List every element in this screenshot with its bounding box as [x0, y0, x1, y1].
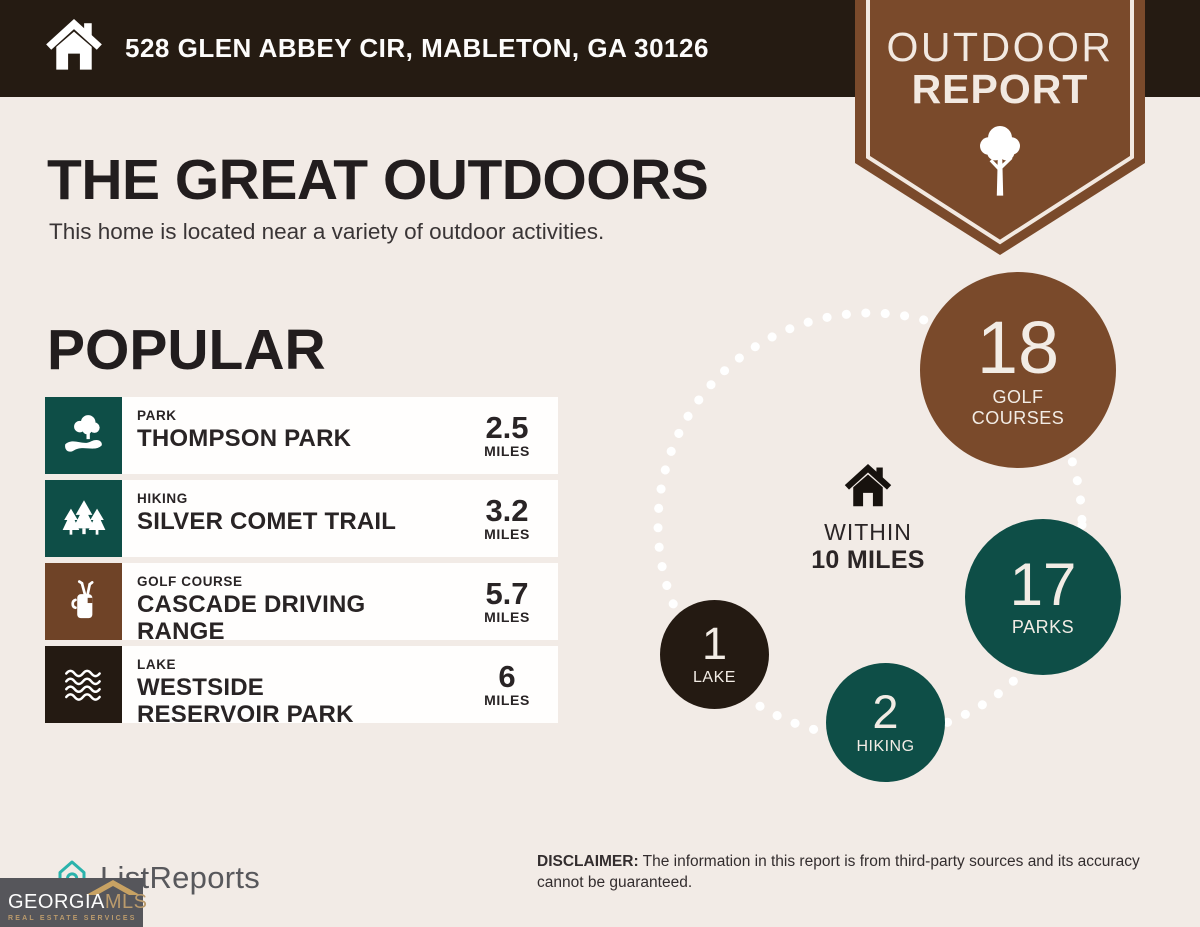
bubble-count: 2 [872, 684, 899, 738]
bubble-count: 1 [701, 617, 728, 669]
item-name: SILVER COMET TRAIL [137, 508, 397, 535]
item-category: PARK [137, 408, 177, 423]
roof-icon [86, 880, 140, 900]
item-distance: 3.2 [485, 492, 529, 528]
page-title: THE GREAT OUTDOORS [47, 148, 709, 212]
item-unit: MILES [484, 525, 530, 542]
within-label: WITHIN [824, 519, 912, 545]
mls-subtitle: REAL ESTATE SERVICES [8, 915, 137, 922]
georgia-wordmark: GEORGIA [8, 891, 105, 913]
item-name: THOMPSON PARK [137, 425, 352, 452]
item-name: WESTSIDE RESERVOIR PARK [137, 674, 354, 723]
property-address: 528 GLEN ABBEY CIR, MABLETON, GA 30126 [125, 33, 709, 63]
waves-icon [45, 646, 122, 723]
disclaimer: DISCLAIMER: The information in this repo… [537, 851, 1187, 893]
radius-label: 10 MILES [811, 546, 925, 574]
park-icon [45, 397, 122, 474]
disclaimer-label: DISCLAIMER: [537, 853, 639, 870]
list-item-lake: LAKE WESTSIDE RESERVOIR PARK 6 MILES [45, 646, 558, 723]
item-unit: MILES [484, 691, 530, 708]
item-distance: 5.7 [485, 575, 529, 611]
page-subtitle: This home is located near a variety of o… [49, 219, 605, 244]
mls-wordmark: MLS [104, 891, 148, 913]
popular-list: PARK THOMPSON PARK 2.5 MILES HIKING [45, 397, 558, 729]
georgia-mls-logo: GEORGIAMLS REAL ESTATE SERVICES [0, 878, 147, 927]
bubble-label: LAKE [693, 668, 736, 686]
pine-trees-icon [45, 480, 122, 557]
tree-icon [855, 121, 1145, 208]
chart-center-home: WITHIN 10 MILES [806, 464, 930, 575]
list-item-park: PARK THOMPSON PARK 2.5 MILES [45, 397, 558, 474]
popular-heading: POPULAR [47, 318, 326, 382]
item-unit: MILES [484, 608, 530, 625]
bubble-golf-courses: 18 GOLF COURSES [920, 272, 1116, 468]
item-category: HIKING [137, 491, 188, 506]
outdoor-report-badge: OUTDOOR REPORT [855, 0, 1145, 255]
bubble-label: HIKING [856, 737, 915, 755]
bubble-label: PARKS [1011, 617, 1075, 637]
golf-bag-icon [45, 563, 122, 640]
bubble-hiking: 2 HIKING [826, 663, 945, 782]
item-unit: MILES [484, 442, 530, 459]
item-distance: 6 [498, 658, 516, 694]
item-name: CASCADE DRIVING RANGE [137, 591, 366, 640]
item-category: GOLF COURSE [137, 574, 243, 589]
bubble-count: 18 [976, 305, 1060, 389]
list-item-golf: GOLF COURSE CASCADE DRIVING RANGE 5.7 MI… [45, 563, 558, 640]
badge-line1: OUTDOOR [886, 24, 1114, 70]
disclaimer-text: The information in this report is from t… [537, 853, 1140, 891]
item-distance: 2.5 [485, 409, 529, 445]
list-item-hiking: HIKING SILVER COMET TRAIL 3.2 MILES [45, 480, 558, 557]
bubble-lake: 1 LAKE [660, 600, 769, 709]
home-icon [844, 464, 892, 513]
bubble-parks: 17 PARKS [965, 519, 1121, 675]
badge-line2: REPORT [911, 66, 1089, 112]
bubble-label: GOLF COURSES [971, 386, 1065, 428]
item-category: LAKE [137, 657, 177, 672]
bubble-count: 17 [1009, 551, 1077, 618]
home-icon [45, 19, 103, 78]
